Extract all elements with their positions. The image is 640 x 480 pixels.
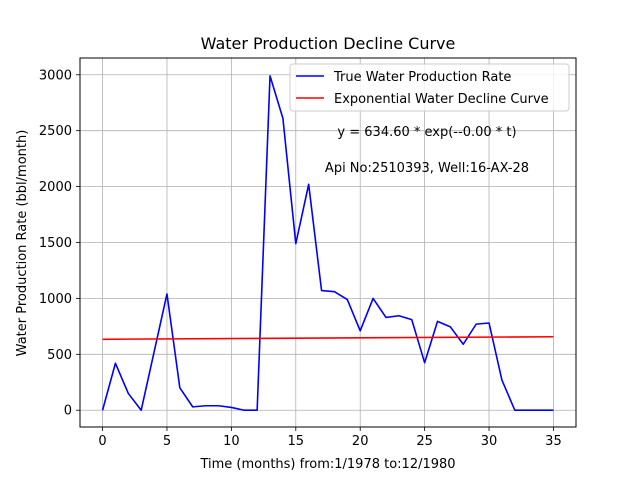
x-tick-label: 15 [288,434,305,449]
equation-annotation: y = 634.60 * exp(--0.00 * t) [337,125,516,140]
legend-box [289,63,570,112]
legend-label-decline-curve: Exponential Water Decline Curve [334,92,549,107]
y-tick-label: 1500 [39,236,72,251]
chart-title: Water Production Decline Curve [201,34,456,53]
series-line-0 [101,75,554,412]
legend: True Water Production Rate Exponential W… [289,63,570,112]
x-tick-label: 0 [98,434,106,449]
x-tick-label: 20 [352,434,369,449]
x-tick-label: 5 [163,434,171,449]
x-tick-label: 25 [416,434,433,449]
x-tick-label: 30 [481,434,498,449]
y-tick-label: 2000 [39,180,72,195]
series-line-1 [102,335,554,341]
y-tick-label: 1000 [39,292,72,307]
x-tick-label: 35 [545,434,562,449]
x-axis-label: Time (months) from:1/1978 to:12/1980 [199,457,455,472]
y-axis-label: Water Production Rate (bbl/month) [15,130,30,357]
y-tick-label: 500 [47,348,72,363]
series-layer [101,75,554,412]
axis-ticks: 0 5 10 15 20 25 30 35 0 500 1000 1500 2000 2500 3000 [39,68,562,449]
well-annotation: Api No:2510393, Well:16-AX-28 [325,161,529,176]
y-tick-label: 0 [64,404,72,419]
y-tick-label: 3000 [39,68,72,83]
x-tick-label: 10 [223,434,240,449]
legend-label-true-rate: True Water Production Rate [333,70,511,85]
y-tick-label: 2500 [39,124,72,139]
